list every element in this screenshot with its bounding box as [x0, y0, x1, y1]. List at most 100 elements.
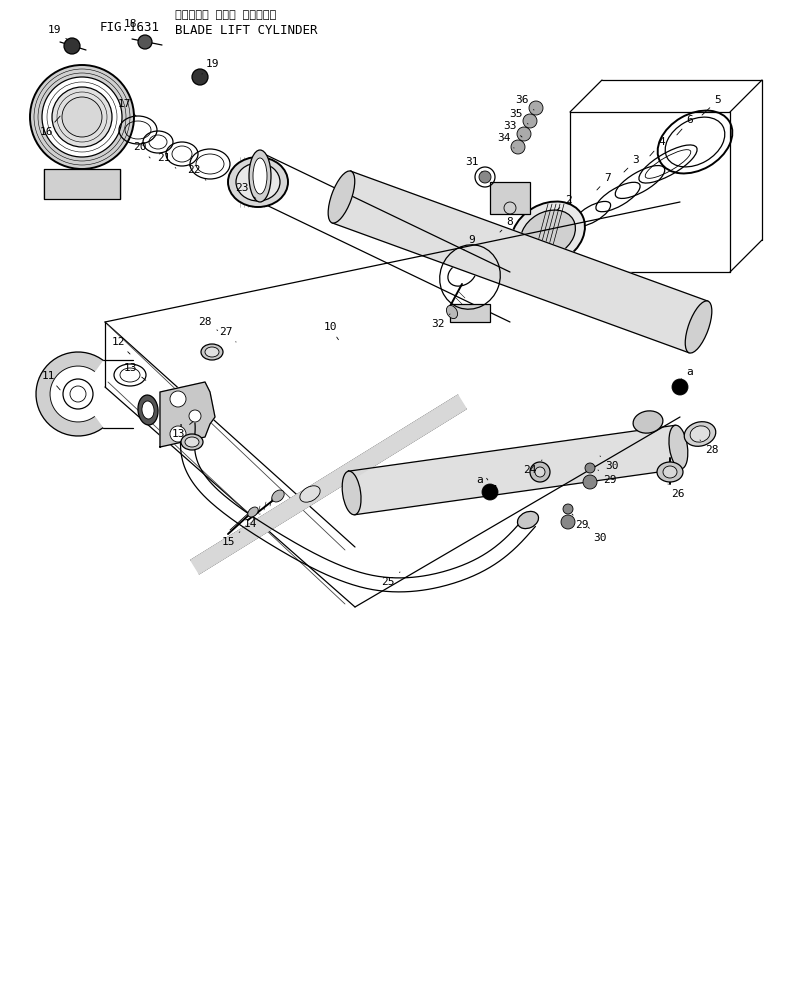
- Ellipse shape: [511, 201, 585, 266]
- Text: BLADE LIFT CYLINDER: BLADE LIFT CYLINDER: [175, 24, 317, 36]
- Text: 34: 34: [497, 133, 514, 148]
- Polygon shape: [160, 382, 215, 447]
- Text: 16: 16: [39, 116, 60, 137]
- Text: 33: 33: [503, 121, 522, 137]
- Ellipse shape: [447, 305, 458, 318]
- Circle shape: [561, 515, 575, 529]
- Circle shape: [63, 379, 93, 409]
- Text: 25: 25: [382, 572, 400, 587]
- Text: 14: 14: [243, 514, 260, 529]
- Ellipse shape: [328, 171, 355, 223]
- Circle shape: [138, 35, 152, 49]
- Circle shape: [64, 38, 80, 54]
- Ellipse shape: [201, 344, 223, 360]
- Circle shape: [672, 379, 688, 395]
- Circle shape: [530, 462, 550, 482]
- Text: 9: 9: [463, 235, 475, 249]
- Ellipse shape: [228, 157, 288, 207]
- Polygon shape: [332, 171, 708, 353]
- Text: 35: 35: [510, 109, 528, 124]
- Circle shape: [585, 463, 595, 473]
- Text: a: a: [477, 475, 492, 492]
- Text: 32: 32: [431, 314, 450, 329]
- Text: FIG.1631: FIG.1631: [100, 21, 160, 33]
- Text: 24: 24: [523, 460, 542, 475]
- Text: 2: 2: [557, 195, 572, 210]
- Text: 11: 11: [41, 371, 60, 390]
- Text: 36: 36: [515, 95, 534, 110]
- Text: 5: 5: [702, 95, 721, 115]
- Circle shape: [535, 467, 545, 477]
- Ellipse shape: [657, 462, 683, 482]
- Ellipse shape: [685, 300, 712, 354]
- Bar: [450, 304, 490, 322]
- Ellipse shape: [518, 512, 538, 528]
- Ellipse shape: [205, 347, 219, 357]
- Ellipse shape: [142, 401, 154, 419]
- Text: 18: 18: [123, 19, 142, 30]
- Circle shape: [511, 140, 525, 154]
- Text: 7: 7: [597, 173, 611, 190]
- Ellipse shape: [181, 434, 203, 450]
- Text: 17: 17: [117, 99, 136, 116]
- Circle shape: [189, 410, 201, 422]
- Ellipse shape: [185, 437, 199, 447]
- Text: 29: 29: [598, 470, 617, 485]
- Text: 13: 13: [171, 421, 193, 439]
- Ellipse shape: [248, 507, 258, 517]
- Circle shape: [517, 127, 531, 141]
- Text: 3: 3: [624, 155, 639, 172]
- Text: 8: 8: [500, 217, 514, 232]
- Text: 21: 21: [157, 153, 176, 168]
- Text: 30: 30: [600, 456, 619, 471]
- Circle shape: [563, 504, 573, 514]
- Ellipse shape: [663, 466, 677, 478]
- Polygon shape: [348, 425, 681, 515]
- Text: 27: 27: [219, 327, 236, 342]
- Ellipse shape: [669, 425, 688, 468]
- Ellipse shape: [253, 158, 267, 194]
- Circle shape: [52, 87, 112, 147]
- Circle shape: [170, 391, 186, 407]
- Ellipse shape: [249, 150, 271, 202]
- Ellipse shape: [521, 210, 576, 258]
- Bar: [44, 169, 120, 199]
- Text: 19: 19: [47, 25, 68, 40]
- Ellipse shape: [236, 163, 280, 201]
- Circle shape: [523, 114, 537, 128]
- Text: 28: 28: [198, 317, 218, 331]
- Text: 29: 29: [572, 514, 589, 530]
- Circle shape: [482, 484, 498, 500]
- Ellipse shape: [633, 410, 663, 433]
- Circle shape: [479, 171, 491, 183]
- Ellipse shape: [272, 490, 284, 502]
- Circle shape: [42, 77, 122, 157]
- Text: 10: 10: [324, 322, 339, 340]
- Text: 1: 1: [487, 478, 498, 495]
- Text: 30: 30: [588, 527, 607, 543]
- Text: 22: 22: [188, 165, 206, 180]
- Ellipse shape: [484, 246, 506, 265]
- Text: a: a: [681, 367, 693, 380]
- Text: 15: 15: [221, 532, 240, 547]
- Text: 26: 26: [668, 484, 684, 499]
- Text: 13: 13: [123, 363, 145, 380]
- Circle shape: [30, 65, 134, 169]
- Text: 28: 28: [700, 440, 719, 455]
- Ellipse shape: [684, 421, 716, 446]
- Text: 20: 20: [134, 142, 150, 158]
- Bar: [490, 182, 530, 214]
- Circle shape: [583, 475, 597, 489]
- Text: 31: 31: [465, 157, 482, 172]
- Ellipse shape: [690, 426, 710, 442]
- Text: ブレード・ リフト シリンダ・: ブレード・ リフト シリンダ・: [175, 10, 276, 20]
- Circle shape: [170, 426, 186, 442]
- Text: 12: 12: [111, 337, 130, 355]
- Text: 23: 23: [235, 183, 256, 198]
- Text: 4: 4: [650, 137, 665, 156]
- Polygon shape: [191, 395, 466, 573]
- Circle shape: [529, 101, 543, 115]
- Ellipse shape: [138, 395, 158, 425]
- Text: 6: 6: [677, 115, 693, 135]
- Circle shape: [62, 97, 102, 137]
